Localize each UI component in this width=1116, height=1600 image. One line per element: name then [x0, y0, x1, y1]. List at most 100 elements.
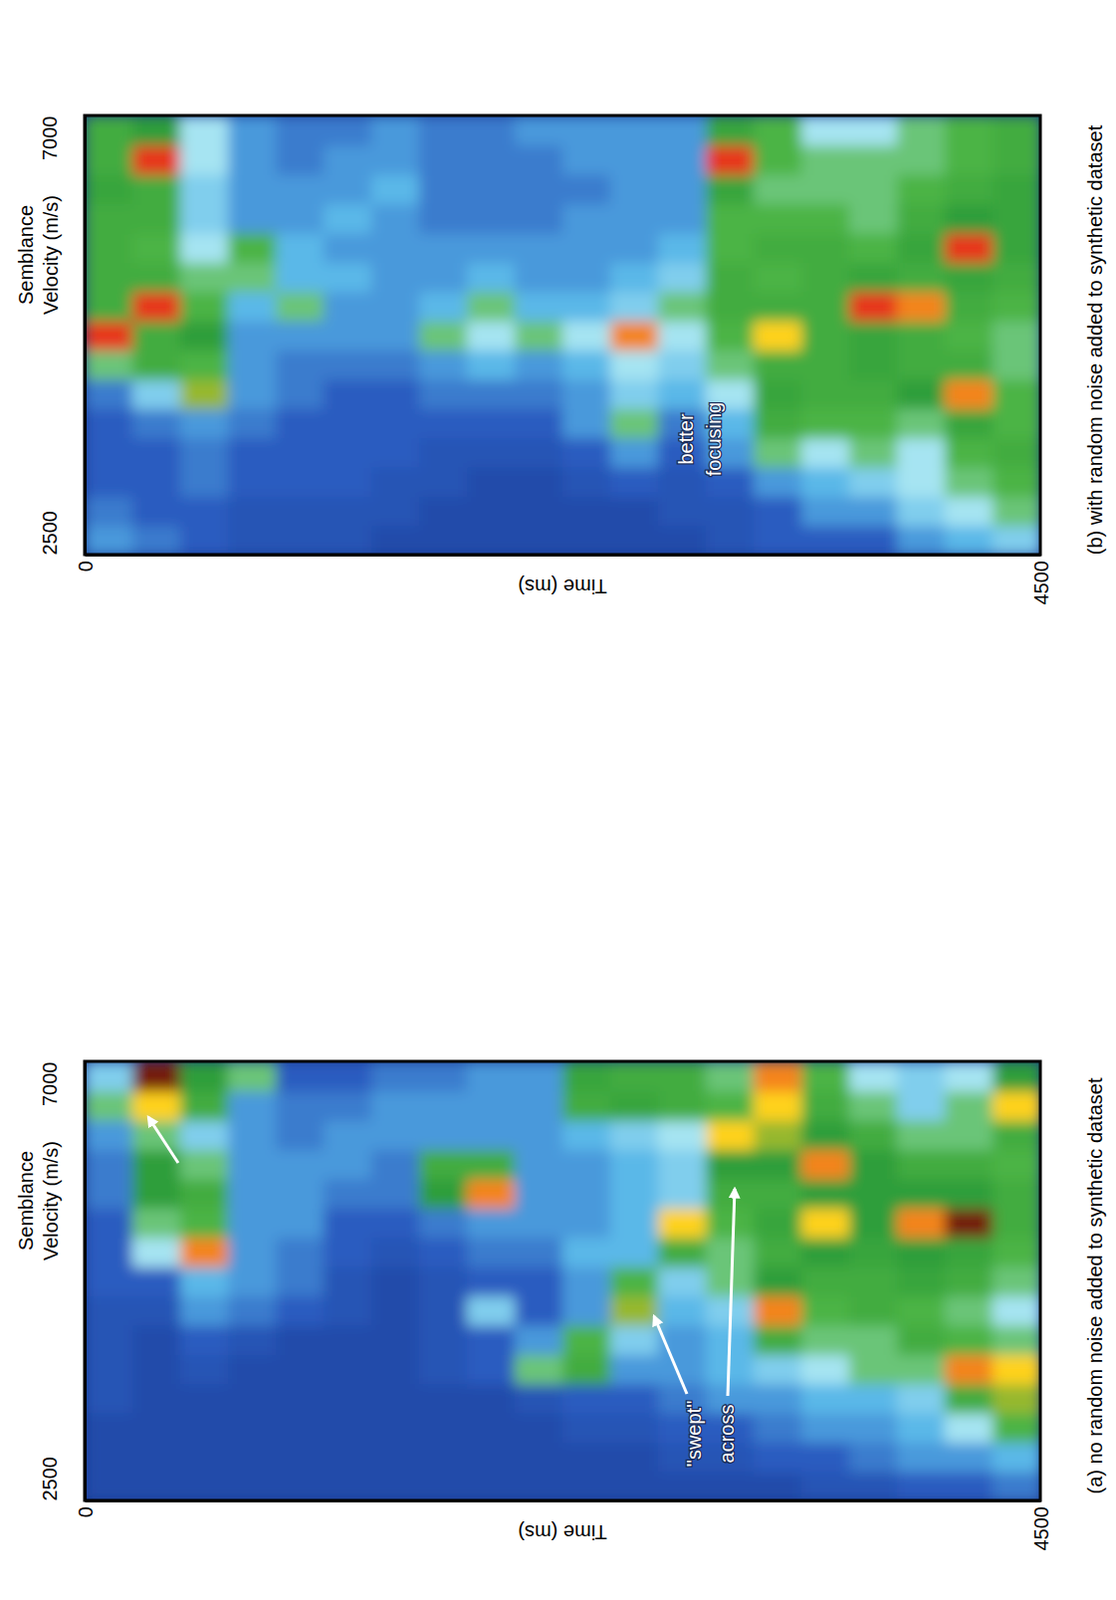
- cell: [371, 1412, 421, 1443]
- cell: [705, 495, 755, 526]
- cell: [658, 1119, 707, 1150]
- cell: [275, 1325, 325, 1355]
- x-tick: 4500: [1030, 554, 1053, 606]
- heatmap-cells: [84, 115, 1041, 555]
- cell: [753, 466, 803, 497]
- cell: [84, 1382, 134, 1413]
- cell: [275, 1119, 325, 1150]
- cell: [323, 349, 373, 380]
- cell: [944, 1325, 994, 1355]
- cell: [275, 1207, 325, 1238]
- cell: [849, 1266, 898, 1297]
- cell: [658, 320, 707, 351]
- cell: [371, 1266, 421, 1297]
- cell: [801, 1412, 851, 1443]
- cell: [753, 144, 803, 175]
- cell: [944, 1382, 994, 1413]
- cell: [275, 1090, 325, 1120]
- cell: [992, 1441, 1041, 1472]
- cell: [419, 379, 468, 410]
- cell: [132, 115, 182, 146]
- panel: "swept"across0450025007000SemblanceVeloc…: [14, 1061, 1107, 1552]
- cell: [84, 115, 134, 146]
- cell: [896, 1353, 946, 1384]
- cell: [896, 1148, 946, 1179]
- x-axis-title: Time (ms): [517, 575, 607, 598]
- plot-background: [84, 115, 1041, 555]
- cell: [323, 1090, 373, 1120]
- cell: [227, 1119, 277, 1150]
- cell: [944, 466, 994, 497]
- cell: [896, 290, 946, 321]
- y-axis-title-line: Velocity (m/s): [39, 1140, 62, 1261]
- cell: [227, 320, 277, 351]
- cell: [610, 1412, 660, 1443]
- cell: [227, 525, 277, 555]
- cell: [180, 290, 229, 321]
- cell: [801, 203, 851, 233]
- cell: [610, 466, 660, 497]
- cell: [801, 232, 851, 263]
- cell: [227, 1325, 277, 1355]
- plot-area: [84, 115, 1041, 555]
- cell: [227, 174, 277, 205]
- cell: [610, 408, 660, 439]
- cell: [323, 232, 373, 263]
- cell: [849, 1471, 898, 1501]
- cell: [275, 1178, 325, 1209]
- cell: [849, 261, 898, 292]
- cell: [180, 1148, 229, 1179]
- cell: [849, 290, 898, 321]
- cell: [419, 1178, 468, 1209]
- cell: [371, 1295, 421, 1326]
- cell: [419, 1325, 468, 1355]
- cell: [180, 525, 229, 555]
- cell: [323, 525, 373, 555]
- cell: [227, 466, 277, 497]
- cell: [705, 1119, 755, 1150]
- cell: [84, 1353, 134, 1384]
- cell: [466, 290, 516, 321]
- cell: [896, 174, 946, 205]
- cell: [610, 174, 660, 205]
- y-tick: 7000: [38, 1062, 85, 1108]
- cell: [753, 349, 803, 380]
- cell: [180, 408, 229, 439]
- cell: [132, 408, 182, 439]
- y-tick-label: 2500: [38, 510, 61, 556]
- cell: [371, 1207, 421, 1238]
- cell: [562, 1178, 612, 1209]
- cell: [84, 408, 134, 439]
- cell: [944, 1353, 994, 1384]
- cell: [944, 174, 994, 205]
- cell: [610, 1178, 660, 1209]
- cell: [801, 379, 851, 410]
- cell: [419, 290, 468, 321]
- cell: [275, 1295, 325, 1326]
- cell: [610, 1353, 660, 1384]
- cell: [323, 1412, 373, 1443]
- cell: [896, 1382, 946, 1413]
- cell: [227, 115, 277, 146]
- cell: [419, 1207, 468, 1238]
- cell: [227, 232, 277, 263]
- cell: [371, 1382, 421, 1413]
- cell: [801, 1325, 851, 1355]
- cell: [610, 261, 660, 292]
- cell: [84, 203, 134, 233]
- y-axis-title-line: Velocity (m/s): [39, 195, 62, 315]
- cell: [944, 1061, 994, 1092]
- cell: [323, 1148, 373, 1179]
- cell: [323, 203, 373, 233]
- cell: [323, 437, 373, 467]
- cell: [227, 1295, 277, 1326]
- cell: [514, 232, 564, 263]
- cell: [227, 1353, 277, 1384]
- cell: [801, 261, 851, 292]
- cell: [896, 408, 946, 439]
- cell: [227, 261, 277, 292]
- cell: [466, 1295, 516, 1326]
- cell: [132, 1266, 182, 1297]
- cell: [132, 1353, 182, 1384]
- cell: [562, 174, 612, 205]
